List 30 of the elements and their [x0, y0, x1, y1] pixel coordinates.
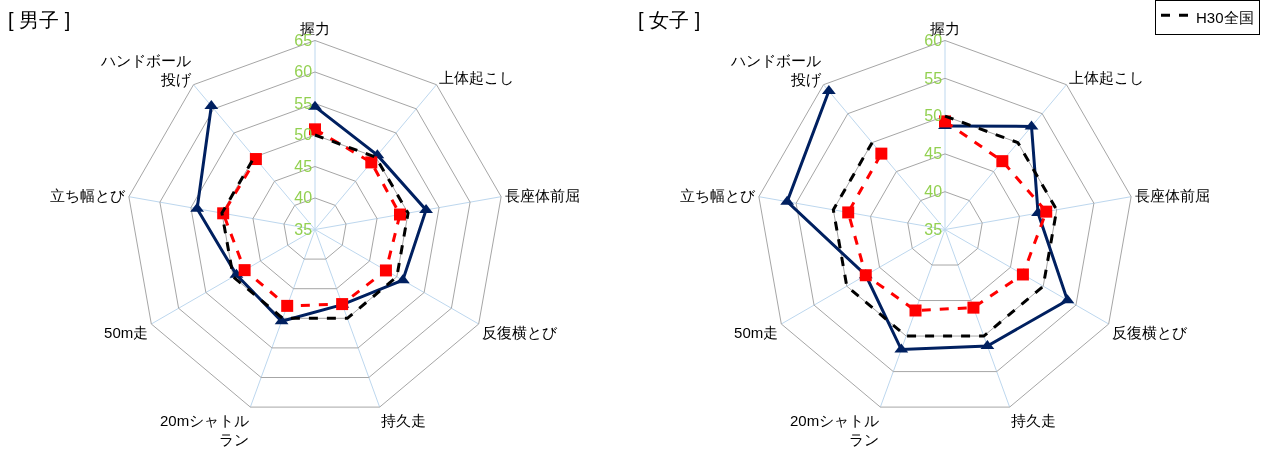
spoke-label: 20mシャトルラン — [159, 411, 250, 449]
spoke-label: 持久走 — [1010, 412, 1056, 430]
spoke-label: 反復横とび — [481, 323, 558, 341]
spoke-label: 反復横とび — [1111, 323, 1188, 341]
spoke-label: 立ち幅とび — [680, 186, 757, 204]
y-tick-label: 45 — [294, 157, 313, 175]
legend-label: H30全国 — [1196, 9, 1254, 27]
spoke-label: ハンドボール投げ — [100, 51, 193, 89]
y-tick-label: 40 — [924, 182, 943, 200]
spoke-label: 長座体前屈 — [504, 186, 580, 204]
spoke-label: 上体起こし — [438, 69, 514, 87]
y-tick-label: 60 — [294, 63, 313, 81]
spoke-label: 持久走 — [380, 412, 426, 430]
y-tick-label: 55 — [924, 69, 943, 87]
spoke-label: 長座体前屈 — [1134, 186, 1210, 204]
spoke-label: 上体起こし — [1068, 69, 1144, 87]
spoke-label: 50m走 — [104, 323, 149, 341]
y-tick-label: 35 — [294, 220, 313, 238]
spoke-label: ハンドボール投げ — [730, 51, 823, 89]
y-tick-label: 50 — [294, 126, 313, 144]
y-tick-label: 40 — [294, 189, 313, 207]
spoke-label: 50m走 — [734, 323, 779, 341]
chart-title: [ 女子 ] — [638, 9, 701, 31]
y-tick-label: 45 — [924, 145, 943, 163]
chart-title: [ 男子 ] — [8, 9, 71, 31]
spoke-label: 20mシャトルラン — [789, 411, 880, 449]
y-tick-label: 50 — [924, 107, 943, 125]
spoke-label: 立ち幅とび — [50, 186, 127, 204]
y-tick-label: 35 — [924, 220, 943, 238]
y-tick-label: 55 — [294, 94, 313, 112]
